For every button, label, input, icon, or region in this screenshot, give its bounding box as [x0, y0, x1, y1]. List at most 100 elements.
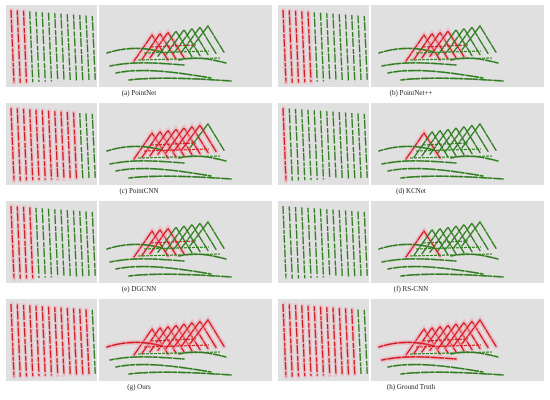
profile-crossbar: [415, 50, 482, 54]
left-view-point-cloud: [6, 5, 99, 87]
profile-line: [421, 227, 457, 255]
scan-line: [79, 308, 84, 375]
profile-line: [378, 243, 435, 250]
profile-crossbar: [143, 344, 210, 348]
profile-line: [381, 356, 457, 361]
profile-line: [109, 160, 185, 165]
scan-line: [85, 309, 90, 375]
profile-line: [106, 47, 163, 54]
view-divider: [369, 5, 371, 87]
profile-line: [181, 123, 217, 153]
scan-line: [363, 15, 368, 80]
left-view-point-cloud: [278, 201, 371, 283]
profile-line: [387, 363, 484, 373]
profile-line: [381, 62, 457, 67]
profile-line: [387, 69, 484, 79]
scan-line: [319, 208, 325, 278]
panel-b: (b) PointNet++: [278, 5, 544, 103]
scan-line: [85, 113, 90, 179]
profile-line: [189, 24, 225, 53]
panel-f-caption: (f) RS-CNN: [393, 285, 429, 293]
right-view-point-cloud: [99, 103, 272, 185]
profile-line: [413, 32, 449, 61]
scan-line: [41, 110, 46, 180]
scan-line: [72, 210, 78, 277]
profile-line: [381, 258, 457, 263]
view-divider: [369, 103, 371, 185]
profile-line: [445, 321, 481, 350]
panel-c: (c) PointCNN: [6, 103, 272, 201]
profile-line: [413, 228, 449, 257]
profile-line: [387, 265, 484, 275]
scan-line: [22, 10, 28, 83]
profile-line: [421, 31, 457, 59]
profile-line: [400, 77, 504, 82]
profile-line: [115, 167, 212, 177]
scan-line: [79, 14, 84, 81]
scan-line: [301, 109, 306, 181]
scan-line: [79, 112, 84, 179]
scan-line: [54, 307, 59, 376]
scan-line: [294, 10, 300, 83]
profile-line: [453, 123, 489, 153]
profile-line: [128, 371, 232, 376]
scan-line: [288, 108, 293, 181]
profile-line: [109, 258, 185, 263]
profile-crossbar: [415, 344, 482, 348]
profile-line: [109, 62, 185, 67]
profile-line: [400, 175, 504, 180]
profile-line: [387, 167, 484, 177]
scan-line: [60, 209, 65, 278]
profile-line: [181, 25, 217, 55]
scan-line: [357, 113, 362, 179]
scan-line: [22, 108, 28, 181]
scan-line: [288, 206, 293, 279]
scan-line: [72, 308, 78, 375]
scan-line: [307, 207, 312, 279]
scan-line: [29, 207, 34, 279]
scan-line: [344, 112, 350, 179]
scan-line: [22, 304, 28, 377]
profile-line: [453, 319, 489, 349]
scan-line: [72, 14, 78, 81]
scan-line: [357, 15, 362, 81]
profile-crossbar: [137, 351, 221, 355]
profile-crossbar: [409, 155, 493, 159]
scan-line: [301, 305, 306, 377]
profile-line: [378, 47, 435, 54]
scan-line: [60, 307, 65, 376]
scan-line: [10, 303, 15, 378]
scan-line: [282, 107, 287, 182]
scan-line: [91, 15, 96, 80]
left-view-point-cloud: [278, 5, 371, 87]
scan-line: [35, 11, 40, 83]
profile-crossbar: [143, 50, 210, 54]
profile-crossbar: [422, 142, 469, 146]
panel-g: (g) Ours: [6, 299, 272, 397]
scan-line: [332, 13, 337, 82]
scan-line: [301, 207, 306, 279]
profile-line: [157, 29, 193, 58]
scan-line: [338, 112, 343, 179]
scan-line: [282, 205, 287, 280]
scan-line: [41, 208, 46, 278]
scan-line: [294, 108, 300, 181]
scan-line: [10, 107, 15, 182]
panel-d: (d) KCNet: [278, 103, 544, 201]
profile-line: [141, 32, 177, 61]
scan-line: [54, 209, 59, 278]
profile-line: [106, 341, 163, 348]
scan-line: [35, 305, 40, 377]
profile-line: [115, 363, 212, 373]
profile-line: [173, 223, 209, 252]
scan-line: [319, 12, 325, 82]
profile-line: [453, 221, 489, 251]
scan-line: [29, 305, 34, 377]
profile-line: [461, 122, 497, 151]
panel-e: (e) DGCNN: [6, 201, 272, 299]
panel-d-image: [278, 103, 544, 185]
scan-line: [54, 13, 59, 82]
profile-line: [421, 129, 457, 157]
panel-a: (a) PointNet: [6, 5, 272, 103]
scan-line: [16, 304, 21, 377]
